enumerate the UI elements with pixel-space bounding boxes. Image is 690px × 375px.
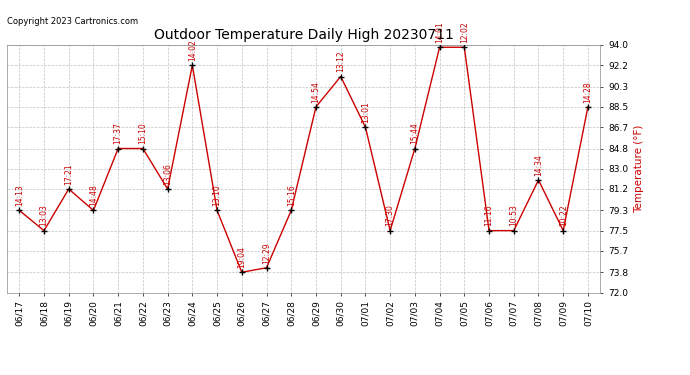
Text: 14:01: 14:01 [435,21,444,43]
Text: 13:03: 13:03 [39,205,48,226]
Text: 12:29: 12:29 [262,242,271,264]
Text: 11:16: 11:16 [484,205,493,226]
Text: 13:01: 13:01 [361,101,370,123]
Text: 15:10: 15:10 [139,123,148,144]
Y-axis label: Temperature (°F): Temperature (°F) [633,124,644,213]
Text: 14:02: 14:02 [188,39,197,61]
Text: 15:44: 15:44 [411,123,420,144]
Text: 17:30: 17:30 [386,205,395,226]
Text: 17:37: 17:37 [114,123,123,144]
Text: 10:53: 10:53 [509,205,518,226]
Text: 14:48: 14:48 [89,184,98,206]
Text: 17:21: 17:21 [64,163,73,185]
Text: 14:13: 14:13 [14,184,23,206]
Text: 14:34: 14:34 [534,154,543,176]
Text: 14:54: 14:54 [311,81,320,103]
Text: Copyright 2023 Cartronics.com: Copyright 2023 Cartronics.com [7,17,138,26]
Title: Outdoor Temperature Daily High 20230711: Outdoor Temperature Daily High 20230711 [154,28,453,42]
Text: 10:22: 10:22 [559,205,568,226]
Text: 13:12: 13:12 [336,51,345,72]
Text: 13:10: 13:10 [213,184,221,206]
Text: 15:16: 15:16 [287,184,296,206]
Text: 14:28: 14:28 [584,81,593,103]
Text: 13:06: 13:06 [163,163,172,185]
Text: 12:02: 12:02 [460,21,469,43]
Text: 19:04: 19:04 [237,246,246,268]
